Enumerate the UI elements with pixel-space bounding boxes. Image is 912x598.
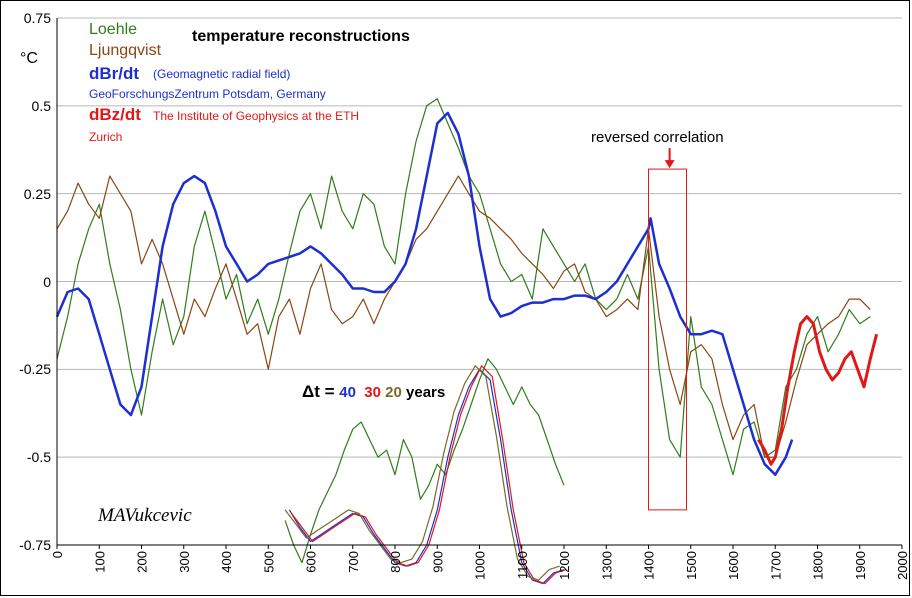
annotations bbox=[648, 148, 688, 511]
y-tick-label: 0.5 bbox=[31, 97, 51, 114]
x-tick-label: 1900 bbox=[853, 551, 868, 580]
x-tick-label: 600 bbox=[304, 551, 319, 573]
gridlines bbox=[57, 17, 902, 546]
lag-label: Δt = 40 30 20 years bbox=[302, 383, 445, 400]
legend-dbr-desc: (Geomagnetic radial field) bbox=[153, 67, 291, 81]
lag-20: 20 bbox=[385, 384, 402, 401]
series-line-dbrdt-7 bbox=[284, 365, 560, 581]
legend-ljungqvist: Ljungqvist bbox=[89, 42, 162, 59]
series-line-loehle-4 bbox=[284, 358, 565, 564]
x-tick-label: 1500 bbox=[684, 551, 699, 580]
annotation-arrow-head bbox=[664, 160, 675, 169]
legend-loehle: Loehle bbox=[89, 21, 138, 38]
x-tick-label: 1300 bbox=[599, 551, 614, 580]
series-line-dbrdt-2 bbox=[55, 111, 794, 476]
lag-suffix: years bbox=[406, 384, 446, 401]
legend-dbz-desc: The Institute of Geophysics at the ETH bbox=[153, 109, 360, 123]
y-tick-label: -0.5 bbox=[26, 449, 51, 466]
x-tick-label: 2000 bbox=[895, 551, 910, 580]
axes: 0 100 200 300 400 500 600 700 800 900 1000 1100 1200… bbox=[50, 18, 910, 580]
x-tick-label: 1700 bbox=[768, 551, 783, 580]
lag-30: 30 bbox=[364, 384, 381, 401]
series-line-loehle-0 bbox=[56, 98, 871, 476]
x-tick-label: 1600 bbox=[726, 551, 741, 580]
x-tick-label: 400 bbox=[219, 551, 234, 573]
series-line-dbzdt-3 bbox=[757, 315, 879, 466]
y-tick-label: -0.25 bbox=[19, 361, 51, 378]
reversed-correlation-box bbox=[648, 168, 688, 511]
y-tick-label: 0.25 bbox=[23, 185, 51, 202]
x-tick-label: 900 bbox=[430, 551, 445, 573]
lag-prefix: Δt = bbox=[302, 382, 340, 401]
x-tick-label: 700 bbox=[346, 551, 361, 573]
x-tick-label: 1000 bbox=[473, 551, 488, 580]
y-tick-label: 0 bbox=[43, 273, 51, 290]
legend-dbr: dBr/dt bbox=[89, 64, 140, 83]
x-tick-label: 300 bbox=[177, 551, 192, 573]
annotation-reversed-correlation: reversed correlation bbox=[591, 129, 724, 146]
x-tick-label: 1400 bbox=[642, 551, 657, 580]
lag-40: 40 bbox=[339, 384, 356, 401]
x-tick-label: 1100 bbox=[515, 551, 530, 579]
series-line-ljungqvist-1 bbox=[56, 175, 871, 458]
y-tick-label: -0.75 bbox=[19, 537, 51, 553]
x-tick-label: 1800 bbox=[811, 551, 826, 580]
legend-dbr-source: GeoForschungsZentrum Potsdam, Germany bbox=[89, 87, 326, 101]
x-tick-label: 200 bbox=[135, 551, 150, 573]
x-tick-label: 500 bbox=[261, 551, 276, 573]
legend-dbz: dBz/dt bbox=[89, 105, 141, 124]
legend-dbz-source: Zurich bbox=[89, 130, 123, 144]
x-tick-label: 100 bbox=[92, 551, 107, 573]
x-tick-label: 0 bbox=[50, 551, 65, 558]
y-unit-label: °C bbox=[20, 50, 38, 67]
x-tick-label: 800 bbox=[388, 551, 403, 573]
author-signature: MAVukcevic bbox=[98, 505, 192, 526]
chart-title: temperature reconstructions bbox=[192, 28, 410, 45]
x-tick-label: 1200 bbox=[557, 551, 572, 580]
y-tick-label: 0.75 bbox=[23, 10, 51, 26]
